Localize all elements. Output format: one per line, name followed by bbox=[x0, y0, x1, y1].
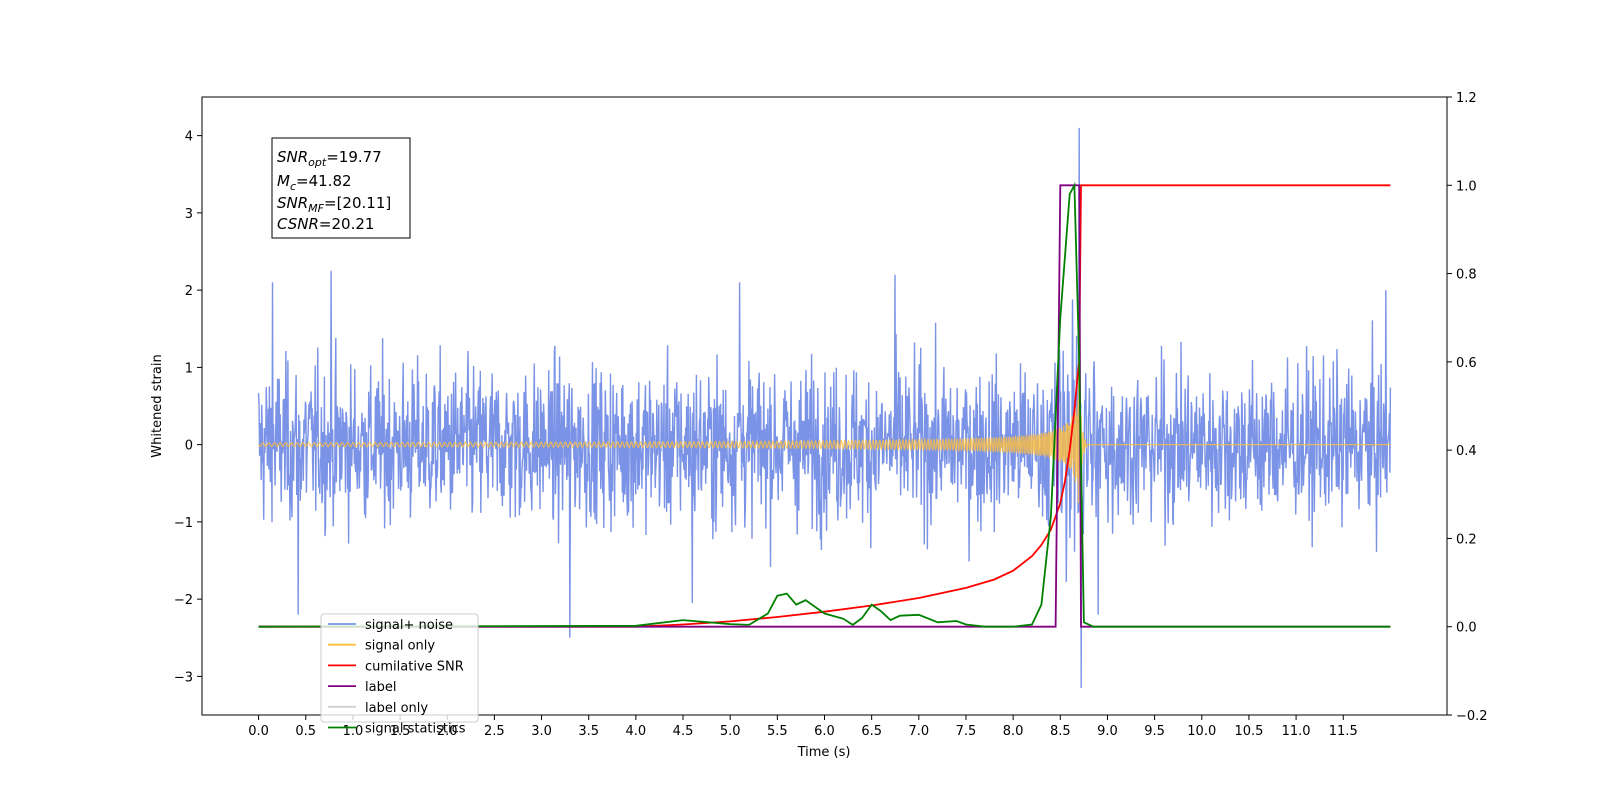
x-tick-label: 8.0 bbox=[1003, 724, 1024, 739]
y-tick-label: −3 bbox=[174, 670, 193, 685]
annotation-snr-mf-sub: MF bbox=[308, 202, 324, 215]
annotation-snr-mf: SNRMF=[20.11] bbox=[277, 194, 391, 215]
y2-tick-label: 0.0 bbox=[1456, 621, 1477, 636]
x-tick-label: 4.0 bbox=[626, 724, 647, 739]
y-tick-label: 3 bbox=[185, 207, 193, 222]
annotation-snr-opt-base: SNR bbox=[277, 148, 308, 166]
legend-label-signal-only: signal only bbox=[365, 639, 435, 654]
y2-tick-label: 1.0 bbox=[1456, 179, 1477, 194]
y2-tick-label: −0.2 bbox=[1456, 709, 1488, 724]
annotation-csnr: CSNR=20.21 bbox=[277, 215, 374, 233]
y2-tick-label: 0.6 bbox=[1456, 356, 1477, 371]
annotation-box: SNRopt=19.77 Mc=41.82 SNRMF=[20.11] CSNR… bbox=[271, 137, 411, 239]
annotation-snr-opt-value: =19.77 bbox=[326, 148, 382, 166]
x-axis-ticks: 0.0 0.5 1.0 1.5 2.0 2.5 3.0 3.5 4.0 4.5 5.0 5.5 6.0 6… bbox=[248, 715, 1358, 739]
x-tick-label: 11.0 bbox=[1282, 724, 1311, 739]
x-tick-label: 10.0 bbox=[1187, 724, 1216, 739]
y-tick-label: 0 bbox=[185, 439, 193, 454]
legend-label-signal-statistics: signal statistics bbox=[365, 722, 466, 737]
annotation-mc-sub: c bbox=[290, 180, 296, 193]
y2-tick-label: 0.2 bbox=[1456, 532, 1477, 547]
legend-frame bbox=[320, 613, 479, 723]
x-tick-label: 7.0 bbox=[908, 724, 929, 739]
legend-label-signal-noise: signal+ noise bbox=[365, 618, 453, 633]
x-tick-label: 1.0 bbox=[343, 724, 364, 739]
annotation-csnr-base: CSNR bbox=[277, 215, 319, 233]
y-tick-label: 1 bbox=[185, 361, 193, 376]
x-tick-label: 0.5 bbox=[295, 724, 316, 739]
x-tick-label: 6.0 bbox=[814, 724, 835, 739]
y-tick-label: 4 bbox=[185, 130, 193, 145]
y2-tick-label: 0.8 bbox=[1456, 268, 1477, 283]
x-tick-label: 2.0 bbox=[437, 724, 458, 739]
signal-noise-line bbox=[257, 127, 1392, 689]
annotation-snr-mf-value: =[20.11] bbox=[324, 194, 391, 212]
annotation-frame bbox=[271, 137, 411, 239]
right-y-axis-ticks: −0.2 0.0 0.2 0.4 0.6 0.8 1.0 1.2 bbox=[1447, 91, 1488, 724]
x-tick-label: 8.5 bbox=[1050, 724, 1071, 739]
signal-only-line bbox=[258, 371, 1391, 504]
legend: signal+ noise signal only cumilative SNR la… bbox=[320, 613, 479, 737]
y2-tick-label: 0.4 bbox=[1456, 444, 1477, 459]
x-tick-label: 5.0 bbox=[720, 724, 741, 739]
annotation-csnr-value: =20.21 bbox=[319, 215, 375, 233]
x-tick-label: 5.5 bbox=[767, 724, 788, 739]
x-tick-label: 0.0 bbox=[248, 724, 269, 739]
annotation-snr-opt: SNRopt=19.77 bbox=[277, 148, 382, 169]
y-axis-label: Whitened strain bbox=[150, 354, 165, 457]
legend-label-label-only: label only bbox=[365, 701, 428, 716]
y-tick-label: −1 bbox=[174, 516, 193, 531]
annotation-snr-opt-sub: opt bbox=[308, 156, 327, 169]
annotation-snr-mf-base: SNR bbox=[277, 194, 308, 212]
x-tick-label: 10.5 bbox=[1234, 724, 1263, 739]
plot-lines bbox=[257, 127, 1392, 689]
signal-statistics-line bbox=[258, 181, 1391, 628]
x-tick-label: 9.5 bbox=[1144, 724, 1165, 739]
x-tick-label: 3.0 bbox=[531, 724, 552, 739]
x-tick-label: 2.5 bbox=[484, 724, 505, 739]
y-tick-label: 2 bbox=[185, 284, 193, 299]
legend-label-label: label bbox=[365, 680, 396, 695]
x-tick-label: 6.5 bbox=[861, 724, 882, 739]
x-axis-label: Time (s) bbox=[797, 745, 851, 760]
x-tick-label: 4.5 bbox=[673, 724, 694, 739]
y-axis-ticks: −3 −2 −1 0 1 2 3 4 bbox=[174, 130, 202, 685]
annotation-mc-value: =41.82 bbox=[296, 172, 352, 190]
legend-label-cumilative-snr: cumilative SNR bbox=[365, 659, 464, 674]
x-tick-label: 7.5 bbox=[956, 724, 977, 739]
x-tick-label: 3.5 bbox=[578, 724, 599, 739]
y2-tick-label: 1.2 bbox=[1456, 91, 1477, 106]
x-tick-label: 9.0 bbox=[1097, 724, 1118, 739]
annotation-mc: Mc=41.82 bbox=[277, 172, 352, 193]
x-tick-label: 1.5 bbox=[390, 724, 411, 739]
cumilative-snr-line bbox=[258, 184, 1391, 628]
y-tick-label: −2 bbox=[174, 593, 193, 608]
annotation-mc-base: M bbox=[277, 172, 290, 190]
x-tick-label: 11.5 bbox=[1329, 724, 1358, 739]
